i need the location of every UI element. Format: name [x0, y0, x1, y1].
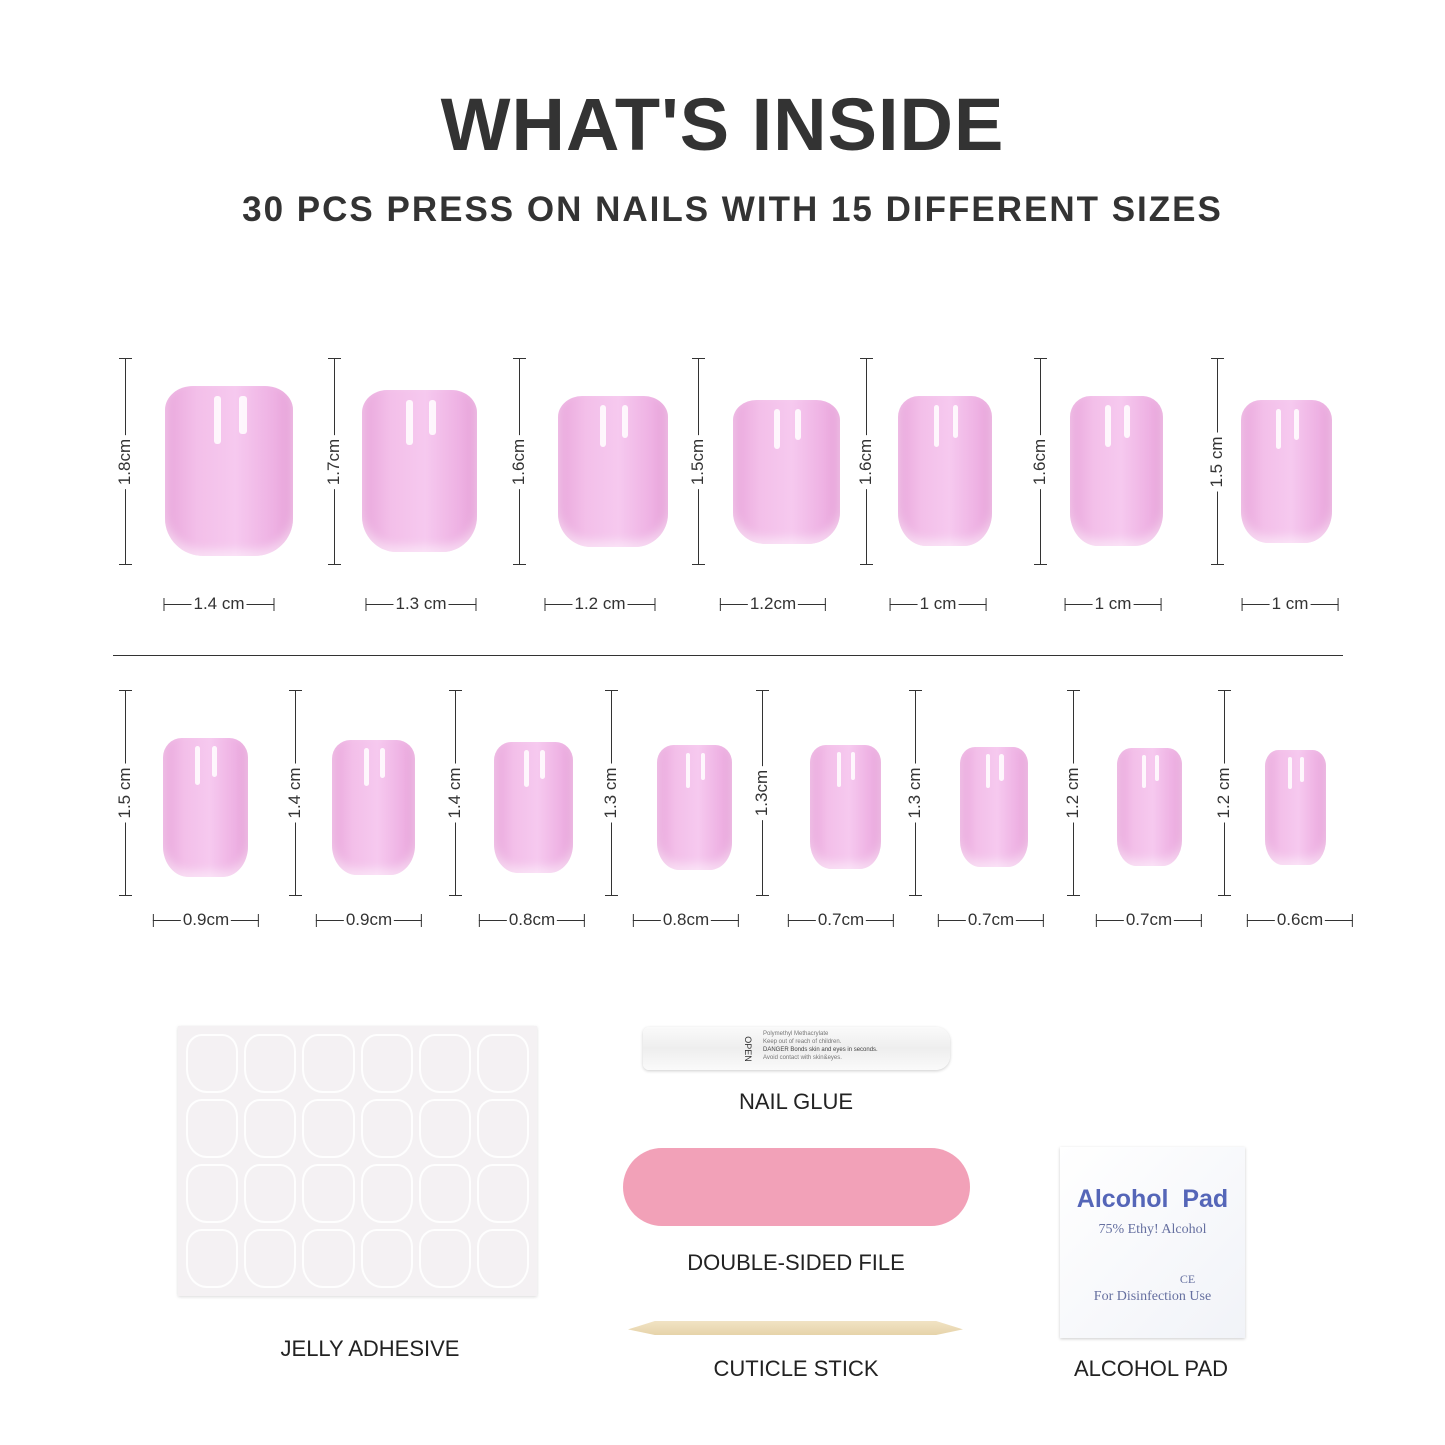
height-label: 1.3 cm — [601, 763, 621, 823]
adhesive-tab — [360, 1229, 413, 1288]
adhesive-tab — [302, 1034, 355, 1093]
nail-glue-tube: Polymethyl Methacrylate Keep out of reac… — [643, 1027, 950, 1070]
adhesive-tab — [476, 1229, 529, 1288]
adhesive-tab — [360, 1099, 413, 1158]
press-on-nail — [657, 745, 732, 870]
adhesive-tab — [418, 1099, 471, 1158]
adhesive-tab — [476, 1034, 529, 1093]
width-label: 0.9cm — [315, 910, 423, 929]
pad-subtext: 75% Ethy! Alcohol — [1098, 1222, 1207, 1237]
height-label: 1.2 cm — [1214, 763, 1234, 823]
adhesive-tab — [418, 1034, 471, 1093]
press-on-nail — [163, 738, 248, 877]
file-label: DOUBLE-SIDED FILE — [687, 1250, 905, 1275]
row-divider — [113, 655, 1343, 656]
width-label: 0.7cm — [787, 910, 895, 929]
press-on-nail — [1070, 396, 1163, 546]
width-label: 0.7cm — [1095, 910, 1203, 929]
ce-mark: CE — [1179, 1272, 1196, 1286]
press-on-nail — [733, 400, 840, 544]
width-label: 0.8cm — [632, 910, 740, 929]
height-label: 1.3 cm — [905, 763, 925, 823]
height-label: 1.4 cm — [445, 763, 465, 823]
adhesive-tab — [476, 1099, 529, 1158]
height-label: 1.6cm — [856, 434, 876, 489]
nail-glue-label: NAIL GLUE — [738, 1089, 854, 1114]
height-label: 1.5 cm — [115, 763, 135, 823]
width-label: 1.2cm — [719, 594, 827, 613]
pad-use-text: For Disinfection Use — [1093, 1289, 1212, 1304]
adhesive-tab — [244, 1034, 297, 1093]
height-label: 1.8cm — [115, 434, 135, 489]
width-label: 0.7cm — [937, 910, 1045, 929]
adhesive-tab — [302, 1229, 355, 1288]
adhesive-tab — [244, 1229, 297, 1288]
jelly-adhesive-label: JELLY ADHESIVE — [280, 1336, 460, 1361]
glue-warning-1: Keep out of reach of children. — [763, 1039, 842, 1045]
height-label: 1.3cm — [752, 765, 772, 821]
alcohol-pad-label: ALCOHOL PAD — [1073, 1356, 1229, 1381]
press-on-nail — [362, 390, 477, 552]
page-title: WHAT'S INSIDE — [440, 83, 1005, 166]
height-label: 1.7cm — [324, 434, 344, 489]
press-on-nail — [810, 745, 881, 869]
adhesive-tab — [418, 1164, 471, 1223]
adhesive-tab — [186, 1164, 239, 1223]
adhesive-tab — [186, 1034, 239, 1093]
press-on-nail — [332, 740, 415, 875]
glue-warning-3: Avoid contact with skin&eyes. — [763, 1055, 842, 1061]
width-label: 0.9cm — [152, 910, 260, 929]
pad-brand: Alcohol Pad — [1076, 1185, 1229, 1213]
jelly-adhesive-sheet — [178, 1026, 537, 1296]
width-label: 1.4 cm — [163, 594, 275, 613]
press-on-nail — [1241, 400, 1332, 543]
height-label: 1.4 cm — [285, 763, 305, 823]
height-label: 1.6cm — [1030, 434, 1050, 489]
glue-warning-2: DANGER Bonds skin and eyes in seconds. — [763, 1047, 878, 1053]
width-label: 1 cm — [1064, 594, 1162, 613]
width-label: 1.2 cm — [544, 594, 656, 613]
glue-chem-text: Polymethyl Methacrylate — [763, 1031, 829, 1037]
cuticle-stick-label: CUTICLE STICK — [713, 1356, 879, 1381]
page-subtitle: 30 PCS PRESS ON NAILS WITH 15 DIFFERENT … — [242, 190, 1223, 229]
nail-file — [623, 1148, 970, 1226]
width-label: 0.8cm — [478, 910, 586, 929]
width-label: 1 cm — [889, 594, 987, 613]
adhesive-tab — [186, 1099, 239, 1158]
press-on-nail — [1265, 750, 1326, 865]
alcohol-pad: Alcohol Pad 75% Ethy! Alcohol CE For Dis… — [1060, 1147, 1245, 1338]
adhesive-tab — [418, 1229, 471, 1288]
cuticle-stick — [628, 1321, 963, 1335]
press-on-nail — [1117, 748, 1182, 866]
width-label: 1 cm — [1241, 594, 1339, 613]
adhesive-tab — [476, 1164, 529, 1223]
adhesive-tab — [360, 1164, 413, 1223]
adhesive-tab — [302, 1164, 355, 1223]
width-label: 1.3 cm — [365, 594, 477, 613]
height-label: 1.5 cm — [1207, 431, 1227, 492]
width-label: 0.6cm — [1246, 910, 1354, 929]
height-label: 1.6cm — [509, 434, 529, 489]
adhesive-tab — [244, 1099, 297, 1158]
adhesive-tab — [186, 1229, 239, 1288]
press-on-nail — [960, 747, 1028, 867]
height-label: 1.5cm — [688, 434, 708, 489]
glue-open-text: OPEN — [742, 1036, 753, 1062]
adhesive-tab — [244, 1164, 297, 1223]
press-on-nail — [494, 742, 573, 873]
press-on-nail — [558, 396, 668, 547]
press-on-nail — [165, 386, 293, 556]
height-label: 1.2 cm — [1063, 763, 1083, 823]
adhesive-tab — [360, 1034, 413, 1093]
press-on-nail — [898, 396, 992, 546]
adhesive-tab — [302, 1099, 355, 1158]
